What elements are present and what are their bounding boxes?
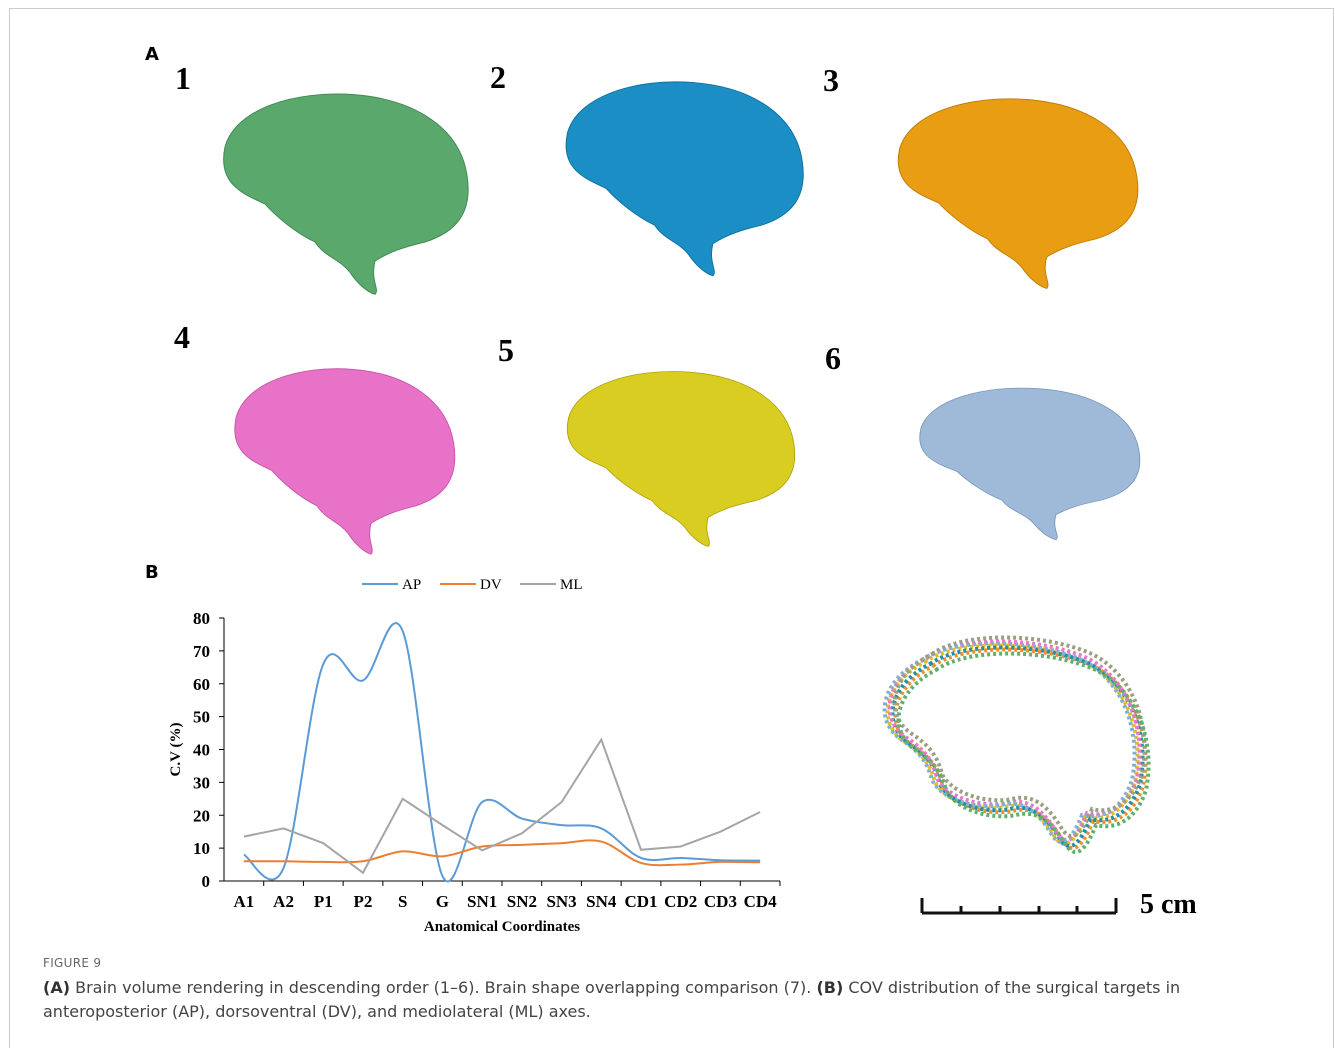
x-tick-label: CD4: [744, 892, 778, 911]
figure-label: FIGURE 9: [43, 956, 101, 970]
scale-label: 5 cm: [1140, 889, 1197, 920]
legend-label: DV: [480, 577, 502, 593]
brain-render: [224, 94, 469, 294]
x-tick-label: CD2: [664, 892, 697, 911]
y-tick-label: 10: [193, 839, 210, 858]
caption-part: (A): [43, 978, 70, 997]
x-tick-label: SN3: [546, 892, 576, 911]
y-tick-label: 60: [193, 675, 210, 694]
figure-caption: (A) Brain volume rendering in descending…: [43, 976, 1243, 1024]
line-chart: 0 10 20 30 40 50 60 70 80 A1 A2 P1 P2 S G SN1 SN2 SN3 SN4 C…: [168, 577, 780, 935]
x-tick-label: SN1: [467, 892, 497, 911]
brain-number: 1: [175, 60, 191, 96]
brain-render: [235, 369, 455, 554]
y-tick-label: 20: [193, 806, 210, 825]
brain-render: [566, 82, 803, 276]
y-tick-label: 0: [202, 872, 211, 891]
x-tick-label: A2: [273, 892, 294, 911]
series-line: [244, 840, 760, 865]
overlap-outlines: [885, 638, 1149, 853]
legend-label: AP: [402, 577, 421, 593]
y-tick-label: 40: [193, 741, 210, 760]
brain-render: [920, 388, 1140, 540]
brain-number: 3: [823, 62, 839, 98]
x-axis-title: Anatomical Coordinates: [424, 919, 580, 935]
x-tick-label: CD1: [624, 892, 657, 911]
y-tick-label: 80: [193, 609, 210, 628]
x-tick-label: CD3: [704, 892, 737, 911]
x-tick-label: S: [398, 892, 407, 911]
brain-number: 4: [174, 319, 190, 355]
legend-label: ML: [560, 577, 583, 593]
x-tick-label: A1: [233, 892, 254, 911]
x-tick-label: SN4: [586, 892, 617, 911]
brain-render: [567, 372, 794, 547]
y-tick-label: 30: [193, 773, 210, 792]
y-axis-title: C.V (%): [168, 723, 184, 777]
scale-bar: [922, 898, 1116, 913]
y-tick-label: 70: [193, 642, 210, 661]
page: 5 cm A B 1 2 3 4 5 6 0 10 20 30 40 50 60 70 80 A1…: [0, 0, 1335, 1046]
brain-number: 2: [490, 59, 506, 95]
caption-part: (B): [816, 978, 843, 997]
x-tick-label: SN2: [507, 892, 537, 911]
y-tick-label: 50: [193, 708, 210, 727]
panel-label: A: [145, 44, 159, 65]
figure: 5 cm A B 1 2 3 4 5 6 0 10 20 30 40 50 60 70 80 A1…: [0, 0, 1335, 950]
brain-number: 6: [825, 340, 841, 376]
x-tick-label: P2: [354, 892, 373, 911]
brain-render: [898, 99, 1138, 289]
panel-label: B: [145, 562, 159, 583]
x-tick-label: P1: [314, 892, 333, 911]
brain-number: 5: [498, 332, 514, 368]
caption-part: Brain volume rendering in descending ord…: [70, 978, 816, 997]
x-tick-label: G: [436, 892, 449, 911]
panel-a-images: [224, 82, 1140, 554]
